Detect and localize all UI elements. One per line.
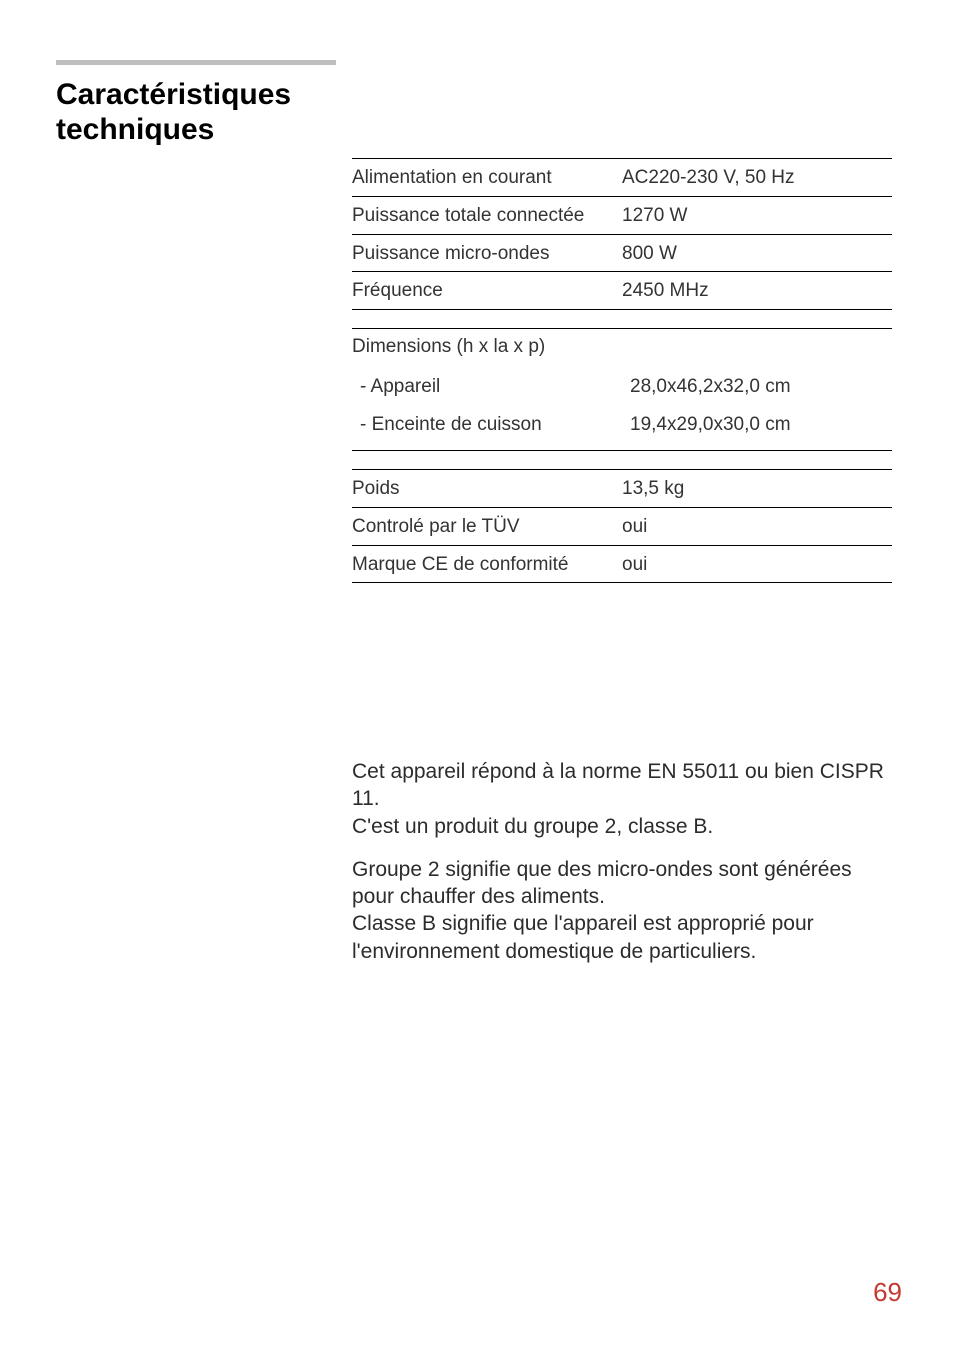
dimension-label: - Enceinte de cuisson xyxy=(352,414,630,436)
spec-value: 13,5 kg xyxy=(622,470,892,507)
spec-label: Controlé par le TÜV xyxy=(352,508,622,545)
spec-label: Alimentation en courant xyxy=(352,159,622,196)
table-row: Puissance totale connectée 1270 W xyxy=(352,196,892,234)
dimensions-header-row: Dimensions (h x la x p) xyxy=(352,328,892,368)
spec-label: Marque CE de conformité xyxy=(352,546,622,583)
page-number: 69 xyxy=(873,1277,902,1308)
body-paragraph: Cet appareil répond à la norme EN 55011 … xyxy=(352,758,892,840)
spec-value: 2450 MHz xyxy=(622,272,892,309)
spec-value: 1270 W xyxy=(622,197,892,234)
dimensions-block: Dimensions (h x la x p) - Appareil 28,0x… xyxy=(352,328,892,450)
dimension-value: 28,0x46,2x32,0 cm xyxy=(630,376,892,398)
top-rule xyxy=(56,60,336,65)
spec-label: Puissance micro-ondes xyxy=(352,235,622,272)
body-paragraph: Groupe 2 signifie que des micro-ondes so… xyxy=(352,856,892,965)
table-row: Poids 13,5 kg xyxy=(352,469,892,507)
heading-line-1: Caractéristiquestechniques xyxy=(56,78,291,146)
spacer-rule xyxy=(352,450,892,469)
table-row: Controlé par le TÜV oui xyxy=(352,507,892,545)
section-heading: Caractéristiquestechniques xyxy=(56,78,291,147)
dimensions-header: Dimensions (h x la x p) xyxy=(352,328,622,368)
spec-label: Puissance totale connectée xyxy=(352,197,622,234)
table-row: Marque CE de conformité oui xyxy=(352,545,892,584)
spec-value: oui xyxy=(622,546,892,583)
table-row: Fréquence 2450 MHz xyxy=(352,271,892,310)
dimension-label: - Appareil xyxy=(352,376,630,398)
spec-value: 800 W xyxy=(622,235,892,272)
body-text: Cet appareil répond à la norme EN 55011 … xyxy=(352,758,892,981)
dimension-row: - Appareil 28,0x46,2x32,0 cm xyxy=(352,368,892,406)
spec-value: oui xyxy=(622,508,892,545)
dimension-value: 19,4x29,0x30,0 cm xyxy=(630,414,892,436)
dimension-row: - Enceinte de cuisson 19,4x29,0x30,0 cm xyxy=(352,406,892,450)
spec-table: Alimentation en courant AC220-230 V, 50 … xyxy=(352,158,892,583)
dimensions-header-value-rule xyxy=(622,328,892,368)
spec-label: Fréquence xyxy=(352,272,622,309)
table-row: Puissance micro-ondes 800 W xyxy=(352,234,892,272)
spec-value: AC220-230 V, 50 Hz xyxy=(622,159,892,196)
spacer xyxy=(352,310,892,328)
table-row: Alimentation en courant AC220-230 V, 50 … xyxy=(352,158,892,196)
spec-label: Poids xyxy=(352,470,622,507)
page: Caractéristiquestechniques Alimentation … xyxy=(0,0,954,1352)
